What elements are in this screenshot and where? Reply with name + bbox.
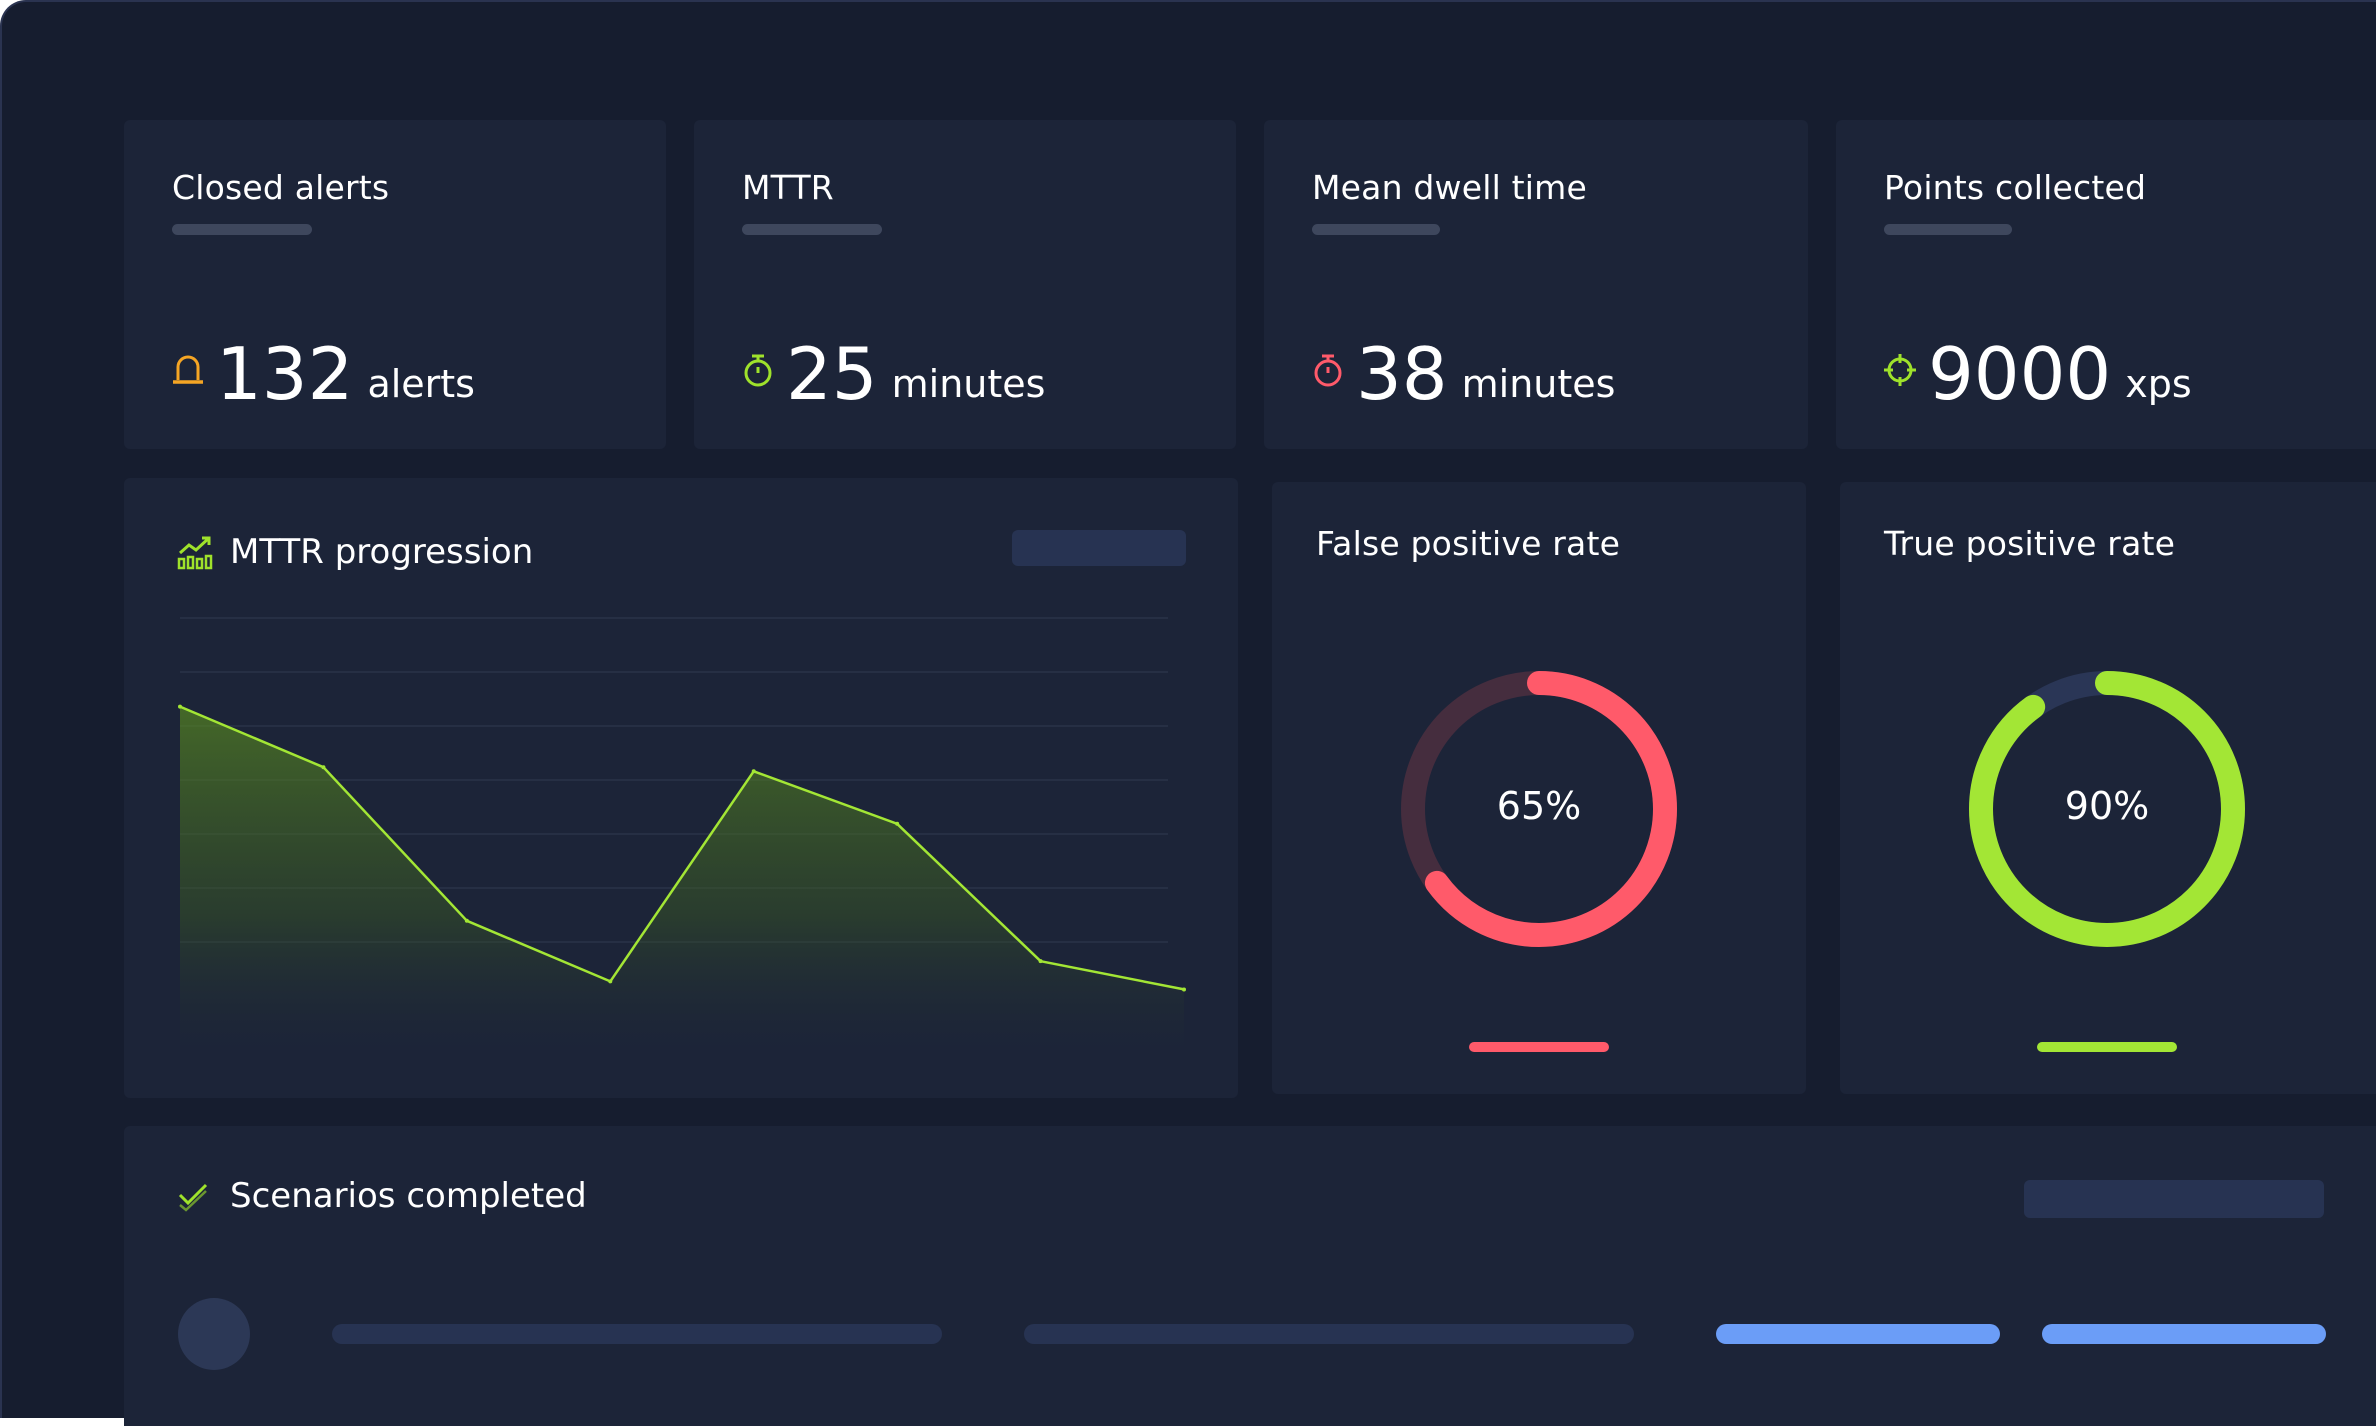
- false-positive-donut: [1401, 671, 1677, 947]
- rate-bar: [1469, 1042, 1609, 1052]
- scenarios-header: Scenarios completed: [176, 1176, 587, 1216]
- mttr-progression-card: MTTR progression: [124, 478, 1238, 1098]
- true-positive-rate-card: True positive rate 90%: [1840, 482, 2376, 1094]
- metric-unit: minutes: [1461, 362, 1616, 406]
- data-point: [751, 769, 756, 774]
- data-point: [1038, 959, 1043, 964]
- metric-value: 132: [216, 332, 354, 416]
- scenario-avatar: [178, 1298, 250, 1370]
- title-underline: [742, 224, 882, 235]
- stopwatch-icon: [744, 354, 772, 387]
- title-underline: [172, 224, 312, 235]
- scenarios-title: Scenarios completed: [230, 1176, 587, 1216]
- data-point: [1182, 987, 1186, 992]
- data-point: [321, 765, 326, 770]
- chart-title: MTTR progression: [230, 532, 534, 572]
- data-point: [178, 704, 182, 709]
- checkmark-icon: [178, 1183, 208, 1212]
- metric-value-row: 25 minutes: [740, 330, 1045, 410]
- metric-value-row: 132 alerts: [170, 330, 475, 410]
- metric-value-row: 9000 xps: [1882, 330, 2192, 410]
- chart-header: MTTR progression: [176, 532, 533, 572]
- card-title: MTTR: [742, 168, 834, 207]
- scenarios-filter[interactable]: [2024, 1180, 2324, 1218]
- card-title: Points collected: [1884, 168, 2147, 207]
- donut-arc: [1401, 671, 1677, 947]
- chart-growth-icon: [177, 536, 213, 570]
- area-line: [179, 705, 1185, 991]
- title-underline: [1884, 224, 2012, 235]
- rate-value: 90%: [2064, 784, 2150, 828]
- area-fill: [180, 706, 1184, 1056]
- stopwatch-icon: [1314, 354, 1342, 387]
- metric-value-row: 38 minutes: [1310, 330, 1615, 410]
- data-point: [895, 821, 900, 826]
- period-dropdown[interactable]: [1012, 530, 1186, 566]
- data-point: [464, 918, 469, 923]
- title-underline: [1312, 224, 1440, 235]
- false-positive-rate-card: False positive rate 65%: [1272, 482, 1806, 1094]
- data-point: [608, 979, 613, 984]
- rate-value: 65%: [1496, 784, 1582, 828]
- alarm-light-icon: [173, 355, 203, 384]
- closed-alerts-card: Closed alerts 132 alerts: [124, 120, 666, 449]
- mean-dwell-time-card: Mean dwell time 38 minutes: [1264, 120, 1808, 449]
- mttr-area-chart: [178, 617, 1186, 1056]
- card-title: False positive rate: [1316, 524, 1621, 563]
- metric-unit: minutes: [891, 362, 1046, 406]
- points-collected-card: Points collected 9000 xps: [1836, 120, 2376, 449]
- donut-arc: [1969, 671, 2245, 947]
- true-positive-donut: [1969, 671, 2245, 947]
- scenarios-completed-card: Scenarios completed: [124, 1126, 2376, 1426]
- rate-bar: [2037, 1042, 2177, 1052]
- metric-unit: xps: [2125, 362, 2192, 406]
- card-title: Mean dwell time: [1312, 168, 1588, 207]
- crosshair-icon: [1884, 354, 1916, 386]
- card-title: True positive rate: [1884, 524, 2176, 563]
- scenario-detail-placeholder: [1024, 1324, 1634, 1344]
- scenario-action-button[interactable]: [1716, 1324, 2000, 1344]
- metric-value: 38: [1356, 332, 1448, 416]
- scenario-name-placeholder: [332, 1324, 942, 1344]
- metric-value: 25: [786, 332, 878, 416]
- metric-value: 9000: [1928, 332, 2112, 416]
- scenario-action-button[interactable]: [2042, 1324, 2326, 1344]
- card-title: Closed alerts: [172, 168, 390, 207]
- metric-unit: alerts: [367, 362, 475, 406]
- mttr-card: MTTR 25 minutes: [694, 120, 1236, 449]
